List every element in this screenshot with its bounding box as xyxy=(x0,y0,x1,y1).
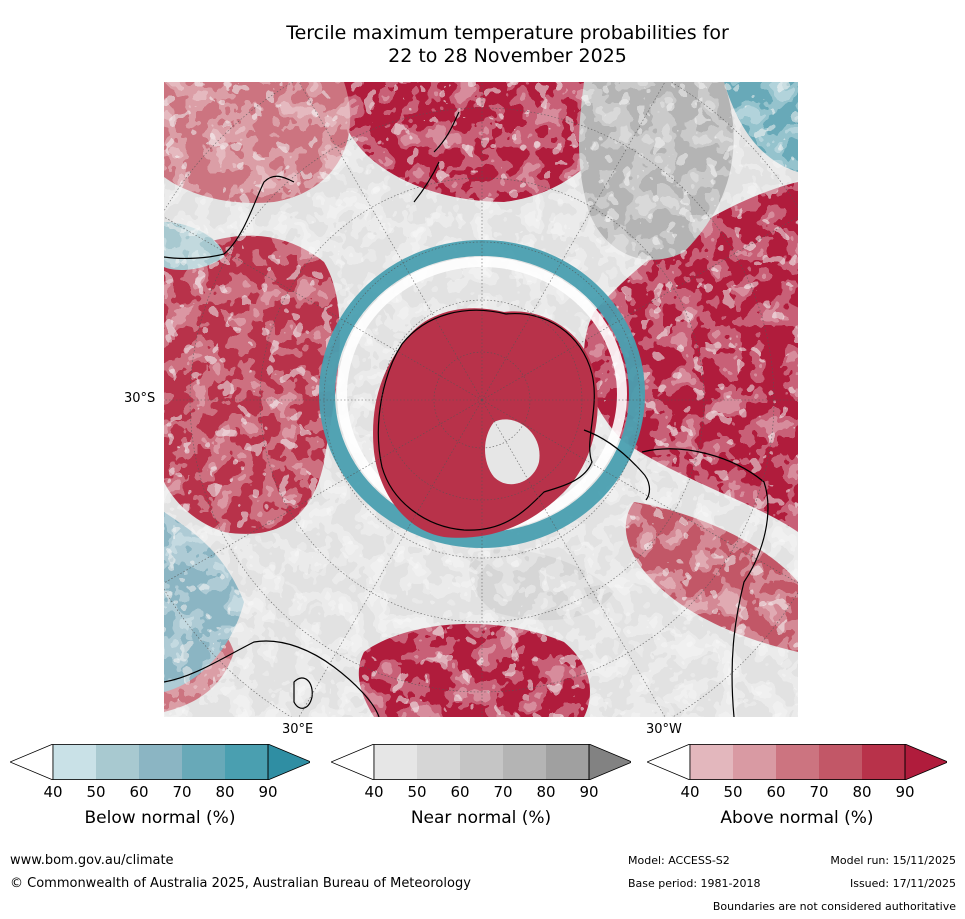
colorbar-segment xyxy=(182,744,225,780)
colorbar-tick-label: 60 xyxy=(129,783,149,801)
footer-base-period: Base period: 1981-2018 xyxy=(628,877,761,890)
colorbar-title-below: Below normal (%) xyxy=(84,808,236,828)
colorbar-outline xyxy=(52,744,269,780)
map-title-line-1: Tercile maximum temperature probabilitie… xyxy=(286,22,729,44)
footer-model-run: Model run: 15/11/2025 xyxy=(830,854,956,867)
colorbar-tick-label: 40 xyxy=(43,783,63,801)
colorbar-segment xyxy=(862,744,905,780)
colorbar-tick-label: 80 xyxy=(215,783,235,801)
colorbar-segment xyxy=(417,744,460,780)
colorbar-segment xyxy=(53,744,96,780)
colorbar-tick-label: 80 xyxy=(852,783,872,801)
antarctic-peninsula-coastline xyxy=(583,429,651,501)
colorbar-tick-label: 60 xyxy=(450,783,470,801)
longitude-label-east: 30°E xyxy=(282,722,314,737)
footer-model: Model: ACCESS-S2 xyxy=(628,854,730,867)
colorbar-extend-high xyxy=(267,744,310,780)
colorbar-outline xyxy=(689,744,906,780)
colorbar-above-normal xyxy=(647,744,947,780)
colorbar-extend-high xyxy=(588,744,631,780)
colorbar-extend-low xyxy=(647,744,691,780)
colorbar-segment xyxy=(139,744,182,780)
colorbar-tick-label: 90 xyxy=(895,783,915,801)
colorbar-segment xyxy=(374,744,417,780)
longitude-label-west: 30°W xyxy=(646,722,682,737)
colorbar-segment xyxy=(733,744,776,780)
colorbar-tick-label: 50 xyxy=(86,783,106,801)
antarctica-coastline xyxy=(377,309,595,531)
colorbar-tick-label: 90 xyxy=(579,783,599,801)
footer-copyright: © Commonwealth of Australia 2025, Austra… xyxy=(10,876,471,891)
colorbar-tick-label: 80 xyxy=(536,783,556,801)
colorbar-segment xyxy=(225,744,268,780)
footer-website: www.bom.gov.au/climate xyxy=(10,853,174,868)
colorbar-tick-label: 90 xyxy=(258,783,278,801)
graticule xyxy=(164,82,798,717)
footer-issued: Issued: 17/11/2025 xyxy=(849,877,956,890)
colorbar-tick-label: 50 xyxy=(407,783,427,801)
coastlines xyxy=(164,111,769,717)
colorbar-segment xyxy=(690,744,733,780)
colorbar-tick-label: 50 xyxy=(723,783,743,801)
antarctica-near-patch xyxy=(485,419,540,485)
colorbar-below-normal xyxy=(10,744,310,780)
colorbar-segment xyxy=(96,744,139,780)
colorbar-extend-high xyxy=(904,744,947,780)
africa-coastline xyxy=(164,640,380,717)
probability-map xyxy=(164,82,798,717)
australia-coastline xyxy=(164,175,295,260)
colorbar-tick-label: 70 xyxy=(809,783,829,801)
colorbar-extend-low xyxy=(10,744,54,780)
colorbar-segment xyxy=(819,744,862,780)
colorbar-segment xyxy=(776,744,819,780)
south-america-coastline xyxy=(641,448,769,717)
colorbar-tick-label: 60 xyxy=(766,783,786,801)
map-title-line-2: 22 to 28 November 2025 xyxy=(388,45,627,67)
colorbar-tick-label: 40 xyxy=(680,783,700,801)
madagascar-coastline xyxy=(293,677,313,709)
colorbar-outline xyxy=(373,744,590,780)
colorbar-segment xyxy=(546,744,589,780)
footer-disclaimer: Boundaries are not considered authoritat… xyxy=(712,900,956,913)
colorbar-tick-label: 40 xyxy=(364,783,384,801)
latitude-label: 30°S xyxy=(124,391,156,406)
colorbar-title-above: Above normal (%) xyxy=(720,808,874,828)
colorbar-segment xyxy=(460,744,503,780)
colorbar-near-normal xyxy=(331,744,631,780)
colorbar-tick-label: 70 xyxy=(172,783,192,801)
new-zealand-coastline xyxy=(413,111,460,203)
colorbar-title-near: Near normal (%) xyxy=(410,808,552,828)
colorbar-extend-low xyxy=(331,744,375,780)
colorbar-tick-label: 70 xyxy=(493,783,513,801)
colorbar-segment xyxy=(503,744,546,780)
antarctica-anomaly xyxy=(373,308,598,538)
